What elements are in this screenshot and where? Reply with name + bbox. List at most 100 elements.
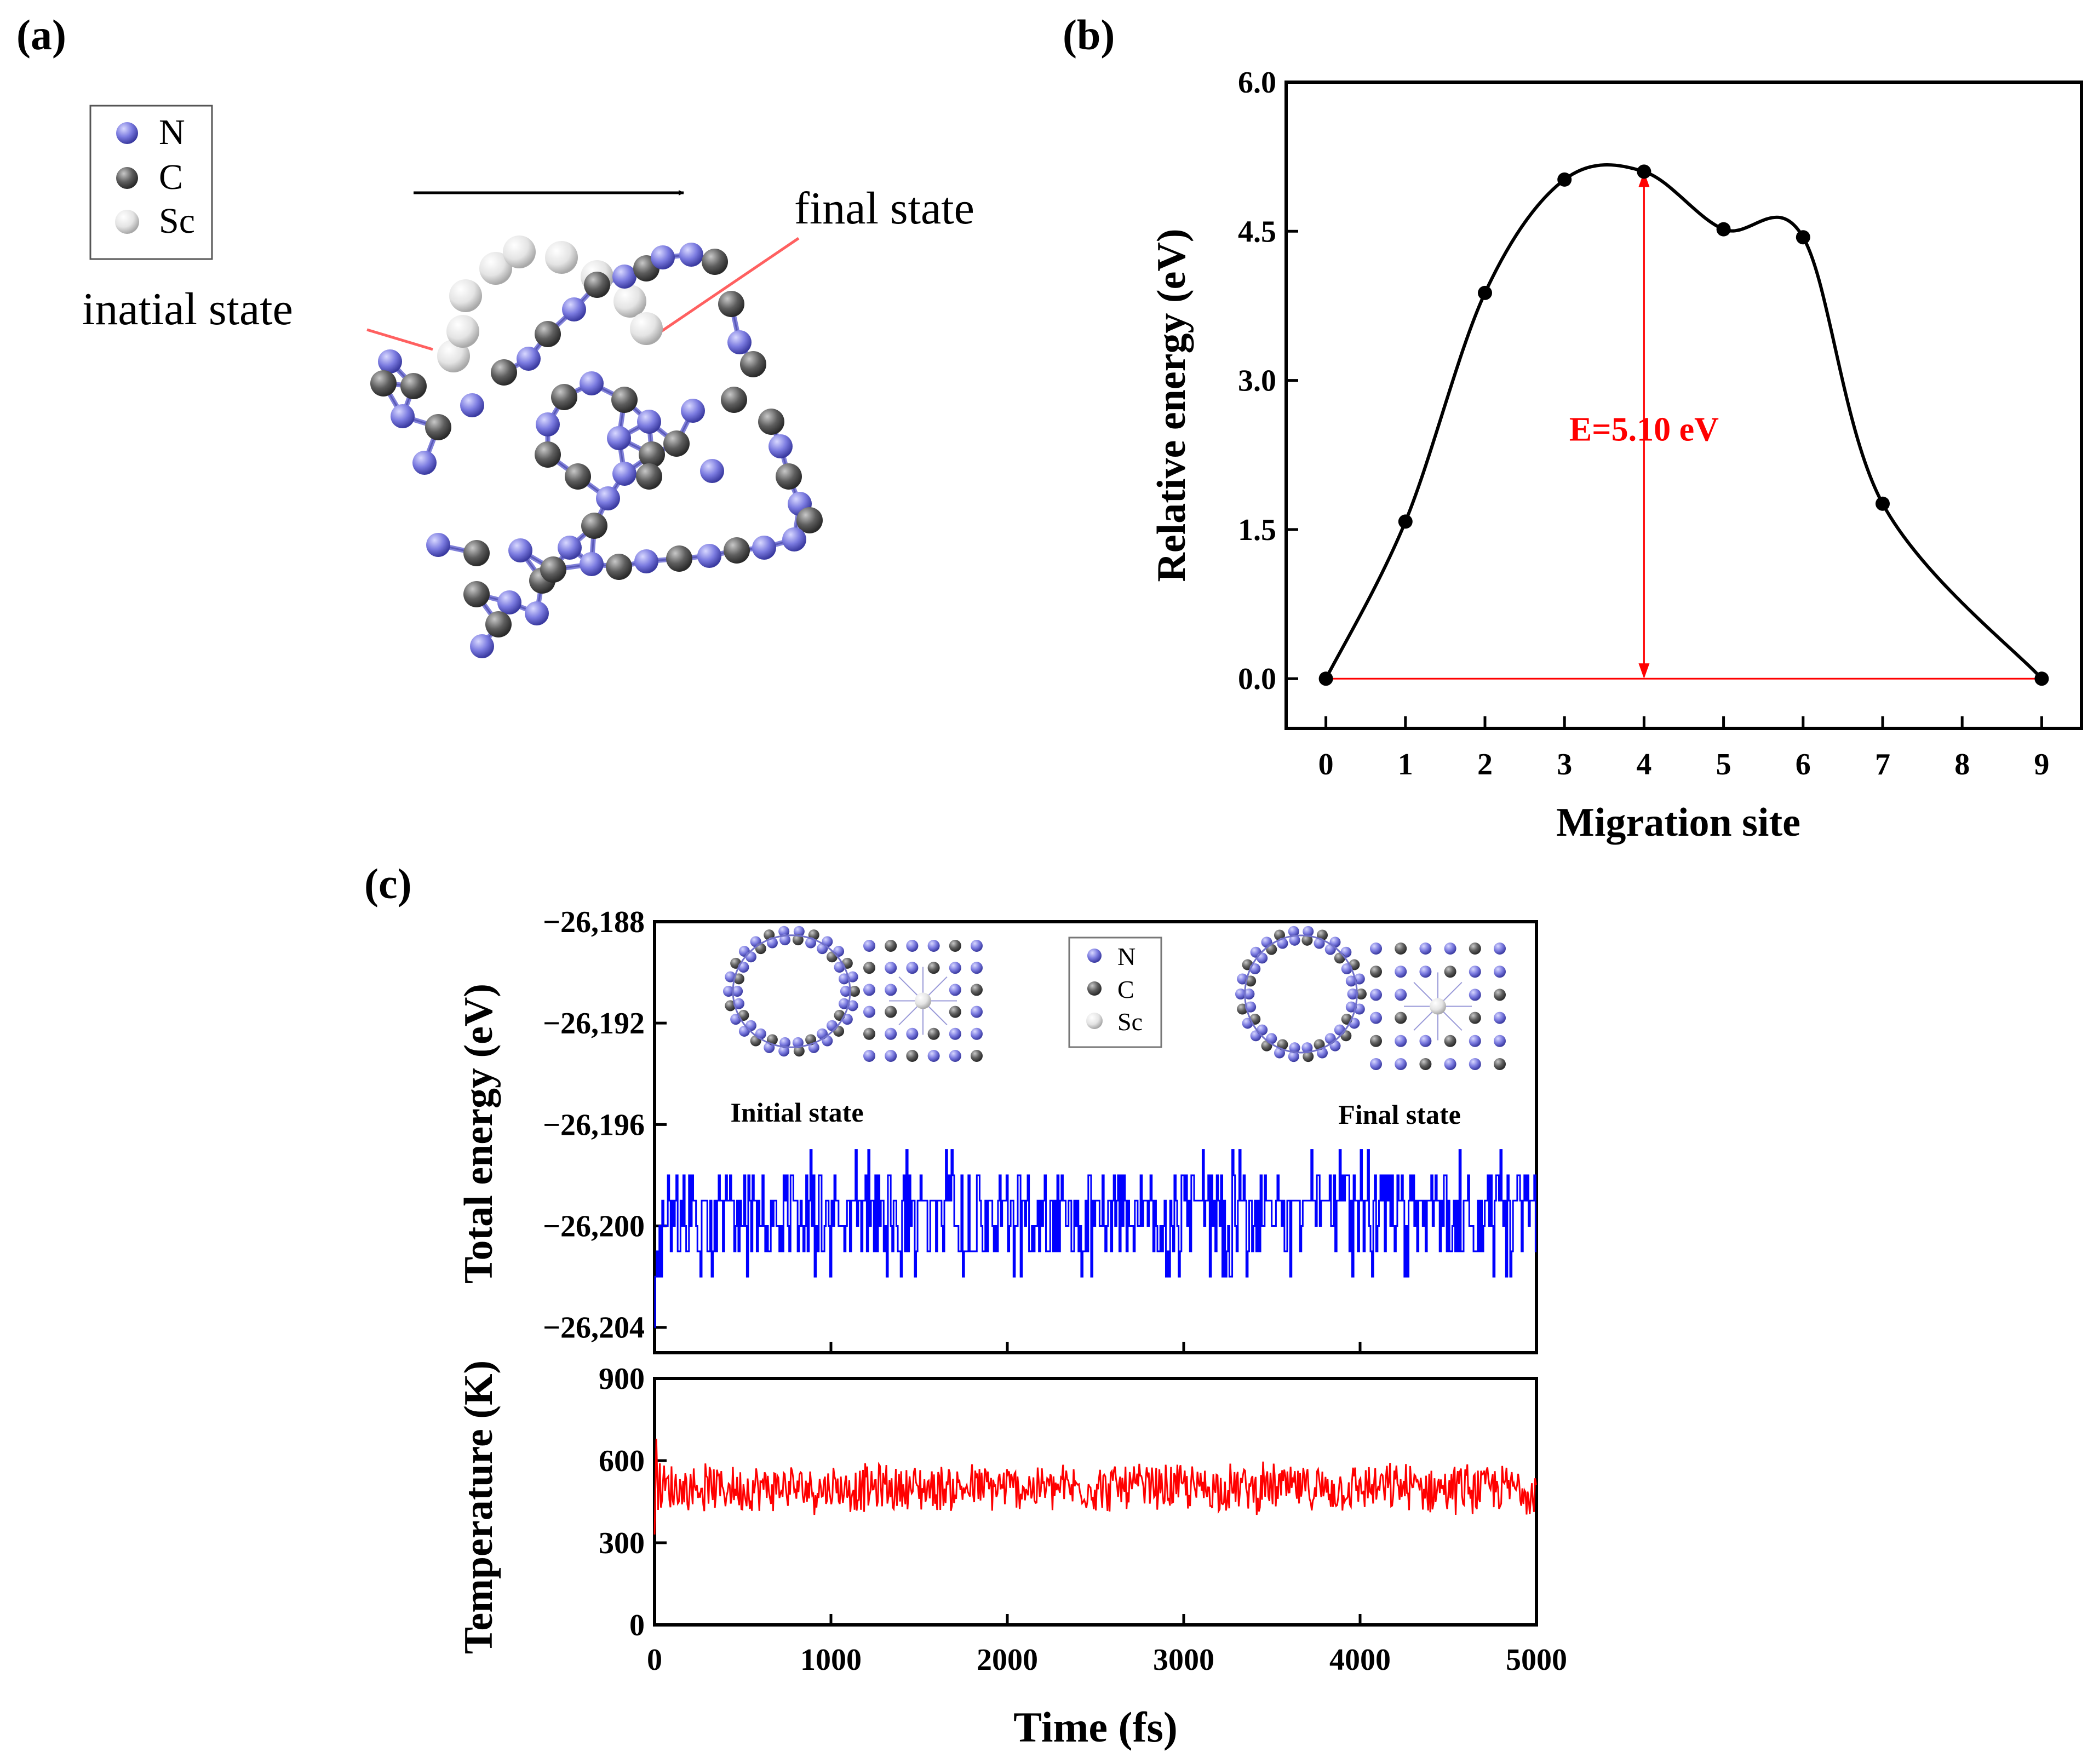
inset-c-atom [1370, 966, 1382, 978]
inset-n-atom [1257, 1024, 1268, 1036]
molecule-c-atom [581, 513, 607, 539]
chart-b-energy-annotation [1638, 171, 1650, 679]
inset-n-atom [847, 1000, 858, 1012]
final-state-pointer [656, 237, 800, 336]
chart-c-xtick-label: 3000 [1153, 1643, 1214, 1677]
molecule-n-atom [697, 544, 721, 568]
inset-n-atom [1419, 943, 1432, 955]
inset-n-atom [1494, 1012, 1506, 1024]
inset-n-atom [1288, 926, 1299, 937]
inset-n-atom [1370, 989, 1382, 1001]
annotation-arrow-head-bottom [1638, 663, 1650, 679]
panel-c: (c) −26,188−26,192−26,196−26,200−26,204 … [364, 860, 1567, 1751]
chart-b-points [1318, 164, 2049, 686]
inset-n-atom [949, 962, 961, 974]
legend-frame [89, 105, 213, 260]
inset-n-atom [1354, 1003, 1365, 1015]
chart-c-energy-ytick-label: −26,188 [543, 905, 645, 939]
inset-n-atom [1395, 1035, 1407, 1047]
inset-n-atom [1347, 989, 1358, 999]
molecule-n-atom [525, 601, 549, 625]
molecule-n-atom [580, 371, 604, 395]
inset-n-atom [1274, 1047, 1285, 1059]
chart-c-temp-ytick-label: 0 [629, 1608, 645, 1642]
inset-n-atom [834, 962, 845, 973]
inset-final-ring [1235, 926, 1367, 1062]
inset-c-atom [927, 1027, 940, 1040]
chart-b-xtick-label: 4 [1636, 748, 1651, 782]
molecule-c-atom [718, 291, 744, 317]
initial-state-pointer [366, 328, 433, 351]
molecule-c-atom [611, 387, 638, 413]
molecule-n-atom [612, 265, 636, 289]
chart-c-temp-ytick-label: 900 [599, 1362, 645, 1396]
inset-n-atom [1288, 1051, 1299, 1062]
chart-b-ylabel: Relative energy (eV) [1149, 228, 1194, 582]
inset-n-atom [817, 943, 828, 955]
inset-c-atom [1469, 1012, 1481, 1024]
molecule-sc-atom [437, 340, 470, 372]
inset-c-atom [849, 986, 860, 997]
inset-n-atom [778, 926, 790, 937]
inset-n-atom [725, 971, 736, 982]
inset-n-atom [1370, 1012, 1382, 1024]
inset-c-atom [1303, 1051, 1314, 1062]
inset-legend-sc-marker [1086, 1013, 1103, 1029]
chart-b-ytick-label: 1.5 [1238, 513, 1276, 547]
inset-c-atom [1245, 975, 1257, 987]
molecule-n-atom [460, 393, 484, 417]
legend-n-marker [116, 122, 138, 144]
inset-c-atom [733, 973, 744, 985]
chart-b-xtick-label: 2 [1477, 748, 1493, 782]
inset-n-atom [779, 934, 791, 946]
legend-n-label: N [159, 112, 185, 152]
chart-b-point [1318, 671, 1333, 686]
molecule-n-atom [508, 538, 532, 562]
inset-n-atom [1469, 1035, 1481, 1047]
molecule-sc-atom [630, 312, 663, 345]
inset-n-atom [949, 1027, 961, 1040]
inset-initial-label: Initial state [730, 1097, 863, 1128]
molecule-n-atom [391, 404, 415, 428]
molecule-sc-atom [446, 315, 479, 348]
molecule-c-atom [463, 540, 490, 566]
molecule-c-atom [584, 272, 610, 298]
chart-b-point [1557, 172, 1572, 187]
inset-n-atom [949, 1050, 961, 1062]
molecule-c-atom [721, 387, 747, 413]
inset-n-atom [1395, 966, 1407, 978]
panel-b: (b) 0.01.53.04.56.00 1 2 3 4 5 6 7 8 9 E=5.10 eV … [1063, 11, 2083, 845]
inset-n-atom [1245, 1001, 1257, 1013]
chart-c-xtick-label: 5000 [1506, 1643, 1567, 1677]
inset-n-atom [1444, 943, 1456, 955]
inset-n-atom [906, 940, 919, 952]
inset-n-atom [863, 1005, 875, 1018]
chart-b-point [1796, 230, 1810, 245]
inset-n-atom [840, 986, 851, 997]
molecule-sc-atom [613, 285, 646, 318]
inset-n-atom [885, 962, 897, 974]
molecule-c-atom [535, 441, 561, 468]
molecule-c-atom [491, 359, 517, 386]
chart-b-point [1478, 285, 1492, 300]
inset-n-atom [971, 940, 983, 952]
inset-n-atom [738, 962, 749, 973]
molecule-sc-atom [449, 279, 482, 312]
molecule-c-atom [606, 554, 632, 580]
molecule-c-atom [639, 441, 665, 468]
molecule-n-atom [497, 590, 521, 614]
chart-b-point [2034, 671, 2049, 686]
legend-sc-marker [115, 210, 139, 234]
inset-initial-ring [723, 926, 860, 1057]
inset-n-atom [1370, 943, 1382, 955]
inset-n-atom [723, 986, 734, 997]
chart-c-temp-ytick-label: 600 [599, 1444, 645, 1478]
molecule-sc-atom [479, 252, 512, 285]
inset-n-atom [1354, 973, 1365, 985]
inset-n-atom [1469, 1058, 1481, 1070]
inset-c-atom [971, 1050, 983, 1062]
inset-n-atom [1345, 1001, 1357, 1013]
inset-c-atom [1317, 929, 1328, 941]
inset-n-atom [1243, 989, 1255, 999]
inset-legend-c-marker [1087, 981, 1102, 996]
